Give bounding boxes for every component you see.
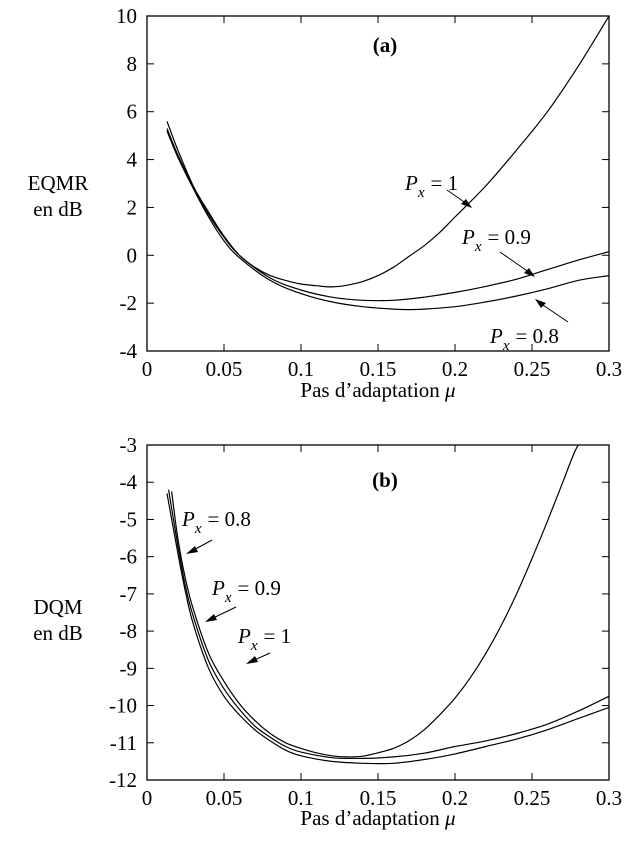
y-axis-label-a-line1: EQMR <box>28 171 89 195</box>
y-tick-label-b-4: -8 <box>120 619 138 643</box>
x-tick-label-b-5: 0.25 <box>514 786 551 810</box>
y-tick-label-b-6: -6 <box>120 545 138 569</box>
y-axis-label-b-line1: DQM <box>33 595 82 619</box>
y-tick-label-b-0: -12 <box>109 768 137 792</box>
curves-b <box>166 445 609 765</box>
annotation-b-px08: Px = 0.8 <box>181 507 251 554</box>
y-axis-label-a-line2: en dB <box>33 197 83 221</box>
ticks-b: 0 0.05 0.1 0.15 0.2 0.25 0.3 -12 -11 -10 -9 -8 -7 -6 -… <box>109 433 622 810</box>
curves-a <box>166 16 609 311</box>
chart-panel-b: 0 0.05 0.1 0.15 0.2 0.25 0.3 -12 -11 -10 -9 -8 -7 -6 -… <box>33 433 622 830</box>
x-tick-label-b-3: 0.15 <box>360 786 397 810</box>
series-line-a-2 <box>166 130 609 311</box>
annotation-a-px09-arrowhead <box>524 268 535 277</box>
y-tick-label-a-1: -2 <box>120 291 138 315</box>
x-tick-label-b-2: 0.1 <box>288 786 314 810</box>
x-tick-label-a-2: 0.1 <box>288 357 314 381</box>
y-tick-label-b-3: -9 <box>120 656 138 680</box>
x-tick-label-a-0: 0 <box>142 357 153 381</box>
ticks-a: 0 0.05 0.1 0.15 0.2 0.25 0.3 -4 -2 0 2 4 6 8 10 <box>116 4 622 381</box>
annotation-a-px09: Px = 0.9 <box>461 225 535 277</box>
y-tick-label-b-9: -3 <box>120 433 138 457</box>
annotation-a-px1: Px = 1 <box>404 171 472 208</box>
annotation-b-px1: Px = 1 <box>237 624 291 664</box>
series-line-b-0 <box>171 445 579 758</box>
annotation-b-px09: Px = 0.9 <box>205 576 281 622</box>
annotation-b-px08-arrowhead <box>186 546 198 554</box>
y-tick-label-a-5: 6 <box>127 100 138 124</box>
annotation-a-px08-arrowhead <box>535 299 546 308</box>
annotation-a-px08: Px = 0.8 <box>489 299 569 354</box>
annotation-b-px08-text: Px = 0.8 <box>181 507 251 537</box>
annotation-a-px1-arrowhead <box>461 199 472 208</box>
y-tick-label-a-0: -4 <box>120 339 138 363</box>
y-tick-label-b-5: -7 <box>120 582 138 606</box>
y-axis-label-b-line2: en dB <box>33 621 83 645</box>
x-tick-label-b-0: 0 <box>142 786 153 810</box>
x-axis-label-b: Pas d’adaptation μ <box>300 806 455 830</box>
y-tick-label-a-4: 4 <box>127 148 138 172</box>
series-line-a-0 <box>166 16 609 288</box>
x-tick-label-a-4: 0.2 <box>442 357 468 381</box>
panel-label-a: (a) <box>373 33 398 57</box>
annotation-a-px09-text: Px = 0.9 <box>461 225 531 255</box>
chart-panel-a: 0 0.05 0.1 0.15 0.2 0.25 0.3 -4 -2 0 2 4 6 8 10 (a) EQ… <box>28 4 622 402</box>
y-tick-label-b-7: -5 <box>120 507 138 531</box>
series-line-b-2 <box>166 493 609 765</box>
x-axis-label-b-text: Pas d’adaptation <box>300 806 440 830</box>
x-tick-label-a-1: 0.05 <box>206 357 243 381</box>
y-tick-label-a-2: 0 <box>127 243 138 267</box>
series-line-b-1 <box>168 489 609 760</box>
y-tick-label-b-1: -11 <box>110 731 137 755</box>
x-tick-label-a-6: 0.3 <box>596 357 622 381</box>
x-axis-label-a-symbol: μ <box>444 378 456 402</box>
y-tick-label-a-7: 10 <box>116 4 137 28</box>
annotation-b-px09-text: Px = 0.9 <box>211 576 281 606</box>
annotation-b-px1-arrowhead <box>246 656 258 664</box>
y-tick-label-a-6: 8 <box>127 52 138 76</box>
y-tick-label-b-8: -4 <box>120 470 138 494</box>
annotation-a-px08-text: Px = 0.8 <box>489 324 559 354</box>
x-axis-label-b-symbol: μ <box>444 806 456 830</box>
x-tick-label-b-1: 0.05 <box>206 786 243 810</box>
panel-label-b: (b) <box>372 468 398 492</box>
x-tick-label-b-6: 0.3 <box>596 786 622 810</box>
annotation-b-px09-arrowhead <box>205 614 217 622</box>
series-line-a-1 <box>166 128 609 302</box>
annotation-a-px1-text: Px = 1 <box>404 171 458 201</box>
x-axis-label-a: Pas d’adaptation μ <box>300 378 455 402</box>
y-tick-label-a-3: 2 <box>127 195 138 219</box>
x-tick-label-a-3: 0.15 <box>360 357 397 381</box>
x-tick-label-b-4: 0.2 <box>442 786 468 810</box>
y-tick-label-b-2: -10 <box>109 694 137 718</box>
plot-frame-b <box>146 444 610 781</box>
annotation-b-px1-text: Px = 1 <box>237 624 291 654</box>
x-axis-label-a-text: Pas d’adaptation <box>300 378 440 402</box>
x-tick-label-a-5: 0.25 <box>514 357 551 381</box>
